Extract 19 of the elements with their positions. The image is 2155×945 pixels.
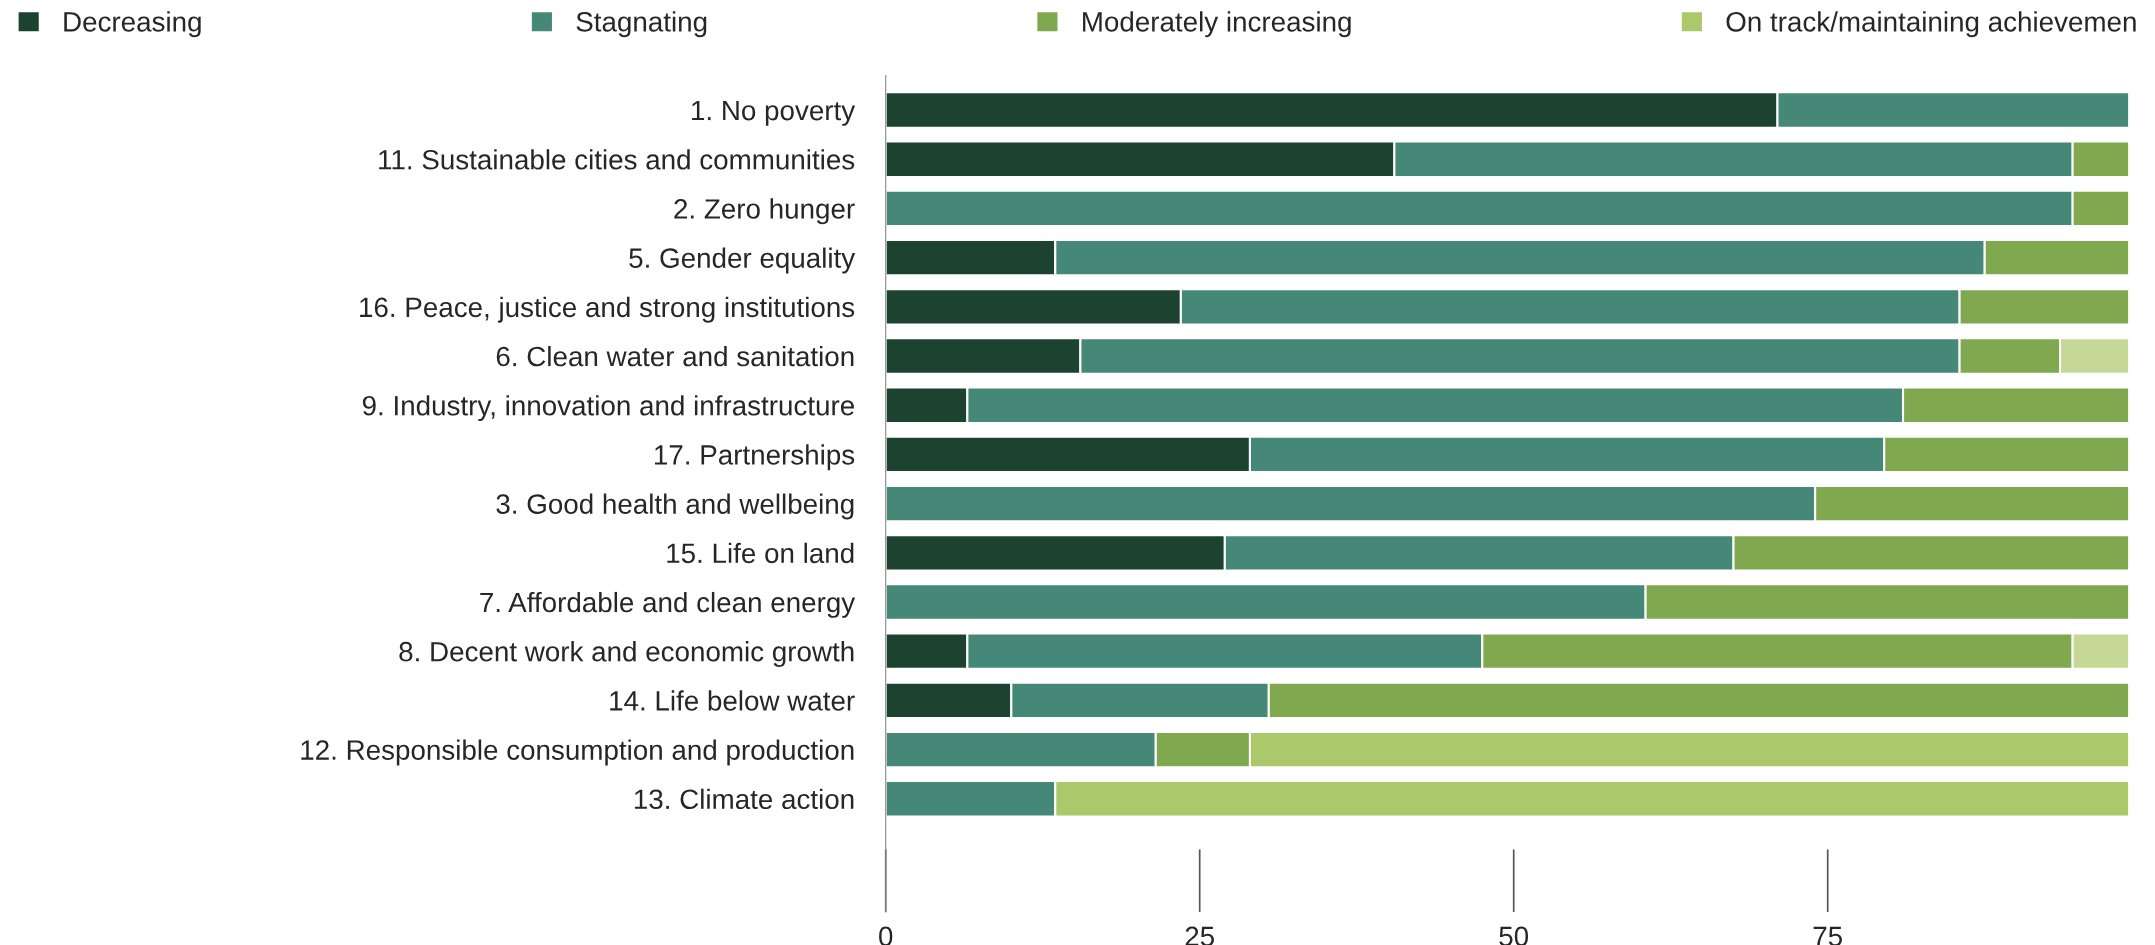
y-tick-label: 8. Decent work and economic growth [399, 641, 854, 668]
legend-label: Stagnating [576, 11, 707, 38]
y-tick-label: 5. Gender equality [629, 247, 856, 274]
y-tick-label: 2. Zero hunger [674, 198, 855, 225]
legend-label: On track/maintaining achievemen [1726, 11, 2136, 38]
y-tick-label: 1. No poverty [692, 100, 856, 126]
y-tick-label: 13. Climate action [634, 788, 854, 810]
y-tick-label: 14. Life below water [610, 690, 855, 711]
legend-label: Decreasing [64, 11, 201, 38]
y-tick-label: 9. Industry, innovation and infrastructure [362, 395, 854, 422]
legend-label: Moderately increasing [1083, 11, 1351, 38]
y-tick-label: 6. Clean water and sanitation [496, 345, 854, 367]
y-tick-label: 3. Good health and wellbeing [496, 493, 854, 520]
y-tick-label: 12. Responsible consumption and production [301, 739, 854, 766]
y-tick-label: 11. Sustainable cities and communities [379, 149, 855, 170]
y-tick-label: 17. Partnerships [655, 444, 855, 471]
y-tick-label: 7. Affordable and clean energy [480, 591, 856, 618]
y-tick-label: 16. Peace, justice and strong institutions [360, 296, 855, 323]
y-tick-label: 15. Life on land [667, 542, 854, 564]
